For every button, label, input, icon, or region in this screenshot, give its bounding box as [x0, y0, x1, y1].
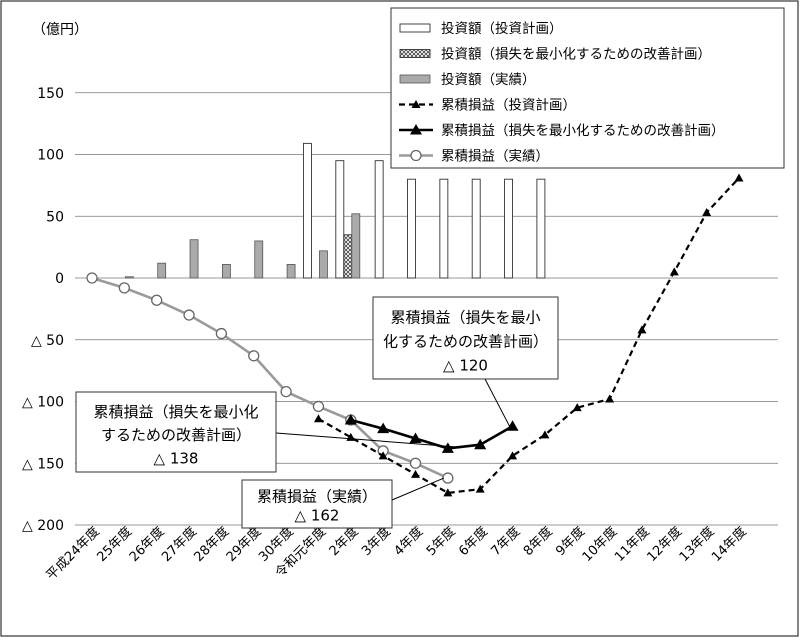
point-marker	[410, 149, 422, 162]
legend-swatch	[399, 49, 431, 58]
legend-swatch	[399, 74, 431, 84]
annotation-text: 累積損益（損失を最小	[390, 308, 540, 326]
point-marker	[540, 430, 550, 439]
point-marker	[637, 325, 647, 334]
series-line	[350, 418, 514, 450]
series-line	[317, 177, 740, 495]
legend-box	[390, 7, 785, 169]
bar-outline	[374, 160, 384, 279]
annotation-text: △ 120	[443, 356, 488, 374]
annotation-text: 累積損益（実績）	[257, 488, 377, 506]
bar-gray	[189, 239, 199, 279]
bars	[124, 142, 546, 279]
point-marker	[378, 451, 388, 460]
point-marker	[410, 124, 422, 135]
annotation-text: 累積損益（損失を最小化	[93, 403, 258, 421]
annotation-box	[241, 479, 393, 529]
annotation-text: △ 162	[295, 507, 340, 525]
legend-label: 累積損益（実績）	[441, 149, 549, 165]
y-tick-label: 50	[46, 209, 64, 225]
legend: 投資額（投資計画） 投資額（損失を最小化するための改善計画） 投資額（実績） 累積損益…	[390, 7, 785, 169]
point-marker	[377, 422, 390, 434]
point-marker	[474, 438, 487, 450]
point-marker	[702, 208, 712, 217]
annotation-leader	[484, 378, 511, 429]
point-marker	[248, 350, 260, 362]
point-marker	[442, 472, 454, 484]
y-tick-label: 150	[37, 86, 64, 102]
annotations: 累積損益（損失を最小化するための改善計画） △ 138 累積損益（損失を最小化するた…	[75, 296, 559, 529]
legend-label: 累積損益（損失を最小化するための改善計画）	[441, 123, 725, 139]
point-marker	[411, 100, 421, 108]
point-marker	[312, 400, 325, 413]
bar-hatched	[343, 234, 353, 279]
y-tick-label: △ 150	[22, 456, 64, 472]
point-marker	[151, 294, 163, 306]
annotation-leader	[391, 477, 445, 501]
point-marker	[411, 469, 420, 478]
lines	[86, 173, 744, 497]
legend-label: 投資額（投資計画）	[441, 21, 563, 37]
bar-gray	[319, 250, 328, 279]
point-marker	[409, 457, 422, 469]
bar-outline	[471, 178, 481, 279]
y-tick-label: △ 200	[22, 518, 64, 534]
bar-outline	[536, 178, 546, 279]
legend-swatch	[399, 23, 431, 33]
annotation-leader	[275, 432, 461, 448]
annotation-text: するための改善計画）	[101, 426, 251, 444]
point-marker	[605, 394, 615, 403]
bar-gray	[124, 276, 134, 279]
bar-outline	[504, 178, 513, 279]
point-marker	[183, 309, 195, 321]
annotation-text: △ 138	[154, 449, 199, 467]
bar-outline	[439, 178, 449, 279]
y-tick-label: 0	[55, 271, 64, 287]
point-marker	[313, 414, 323, 423]
bar-gray	[254, 240, 264, 279]
y-tick-label: △ 100	[22, 395, 64, 411]
point-marker	[441, 442, 454, 453]
y-tick-labels: 150 100 50 0 △ 50 △ 100 △ 150 △ 200	[22, 86, 64, 534]
point-marker	[344, 414, 357, 425]
point-marker	[280, 385, 292, 398]
annotation-box	[75, 391, 277, 473]
point-marker	[572, 403, 582, 412]
point-marker	[409, 432, 422, 444]
series-line	[91, 276, 449, 480]
annotation-text: 化するための改善計画）	[383, 332, 548, 350]
bar-outline	[335, 160, 345, 279]
bar-outline	[303, 142, 312, 279]
bar-gray	[286, 264, 296, 279]
legend-label: 投資額（損失を最小化するための改善計画）	[441, 47, 711, 63]
point-marker	[118, 282, 130, 294]
bar-gray	[157, 262, 167, 279]
point-marker	[475, 484, 485, 493]
point-marker	[443, 488, 453, 497]
unit-label: （億円）	[32, 22, 88, 38]
y-tick-label: △ 50	[31, 333, 64, 349]
point-marker	[86, 272, 98, 284]
point-marker	[734, 173, 744, 182]
annotation-box	[372, 296, 559, 380]
legend-label: 累積損益（投資計画）	[441, 98, 576, 114]
legend-label: 投資額（実績）	[441, 72, 536, 88]
bar-outline	[407, 178, 416, 279]
y-tick-label: 100	[37, 148, 64, 164]
point-marker	[669, 267, 679, 276]
bar-gray	[351, 213, 361, 279]
bar-gray	[221, 264, 231, 279]
point-marker	[506, 420, 519, 431]
point-marker	[508, 451, 518, 460]
point-marker	[215, 327, 228, 340]
